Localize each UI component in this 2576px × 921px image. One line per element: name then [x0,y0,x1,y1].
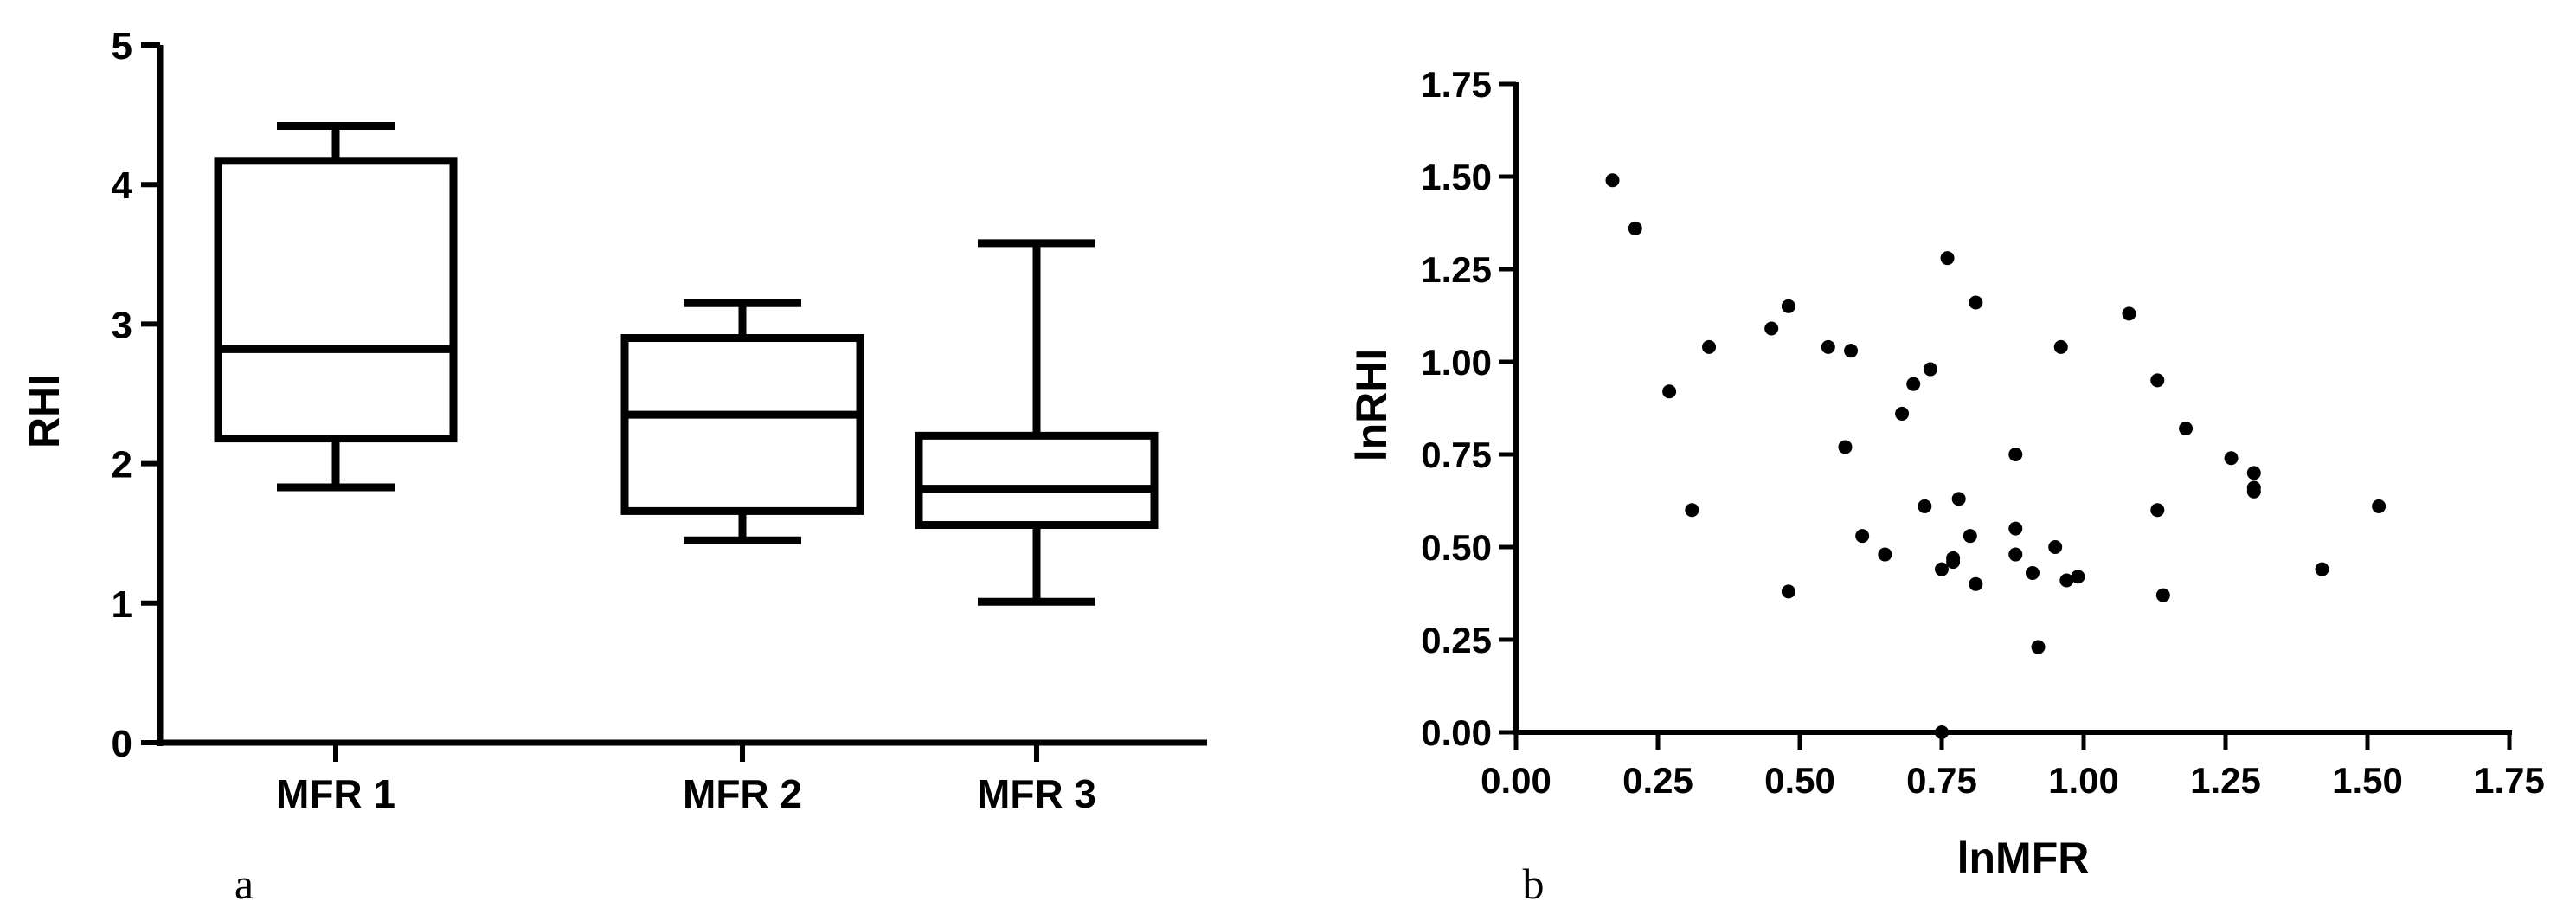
scatter-point [2246,484,2261,499]
scatter-point [1963,529,1977,544]
scatter-point [1838,440,1853,454]
scatter-point [2008,521,2023,536]
scatter-point [2372,499,2386,513]
scatter-point [1918,499,1932,513]
y-tick-label: 1.25 [1421,249,1492,290]
box-plot-panel: 0 1 2 3 4 5 MFR 1 MFR 2 MFR 3 RHI a [20,25,1207,908]
box-iqr [915,431,1159,530]
y-tick-label: 1.75 [1421,64,1492,105]
box-plot-y-axis-label: RHI [20,374,68,448]
scatter-point [2315,562,2329,576]
box-1 [214,121,458,492]
y-tick-label: 3 [112,304,132,346]
scatter-point [2031,640,2046,654]
scatter-point [1935,562,1949,576]
scatter-plot-panel: 0.00 0.25 0.50 0.75 1.00 1.25 1.50 1.75 0.00 0.2… [1347,64,2545,908]
scatter-point [1906,377,1921,391]
scatter-point [1951,492,1966,506]
scatter-point [1685,503,1699,518]
scatter-point [1946,555,1961,570]
x-tick-label: MFR 3 [977,771,1096,816]
panel-label-a: a [234,860,254,908]
box-3 [915,239,1159,606]
y-tick-label: 0.50 [1421,527,1492,568]
box-iqr [620,334,864,515]
scatter-point [1605,173,1620,188]
scatter-point [2246,466,2261,480]
scatter-point [1969,295,1983,310]
scatter-point [2071,570,2085,584]
scatter-point [1923,362,1937,377]
scatter-point [2048,540,2063,554]
scatter-point [1821,339,1835,354]
box-plot-axes [157,45,1207,746]
x-tick-label: 0.00 [1481,760,1551,801]
x-tick-label: 0.50 [1764,760,1835,801]
scatter-point [1935,725,1949,739]
x-tick-label: 0.75 [1906,760,1977,801]
scatter-plot-y-axis-label: lnRHI [1347,349,1396,462]
y-tick-label: 1 [112,583,132,626]
x-tick-label: 1.75 [2474,760,2545,801]
x-tick-label: 1.50 [2332,760,2403,801]
y-tick-label: 1.50 [1421,157,1492,197]
scatter-point [2025,565,2040,580]
scatter-point [2150,503,2165,518]
scatter-point [1702,339,1717,354]
box-plot-y-ticks: 0 1 2 3 4 5 [112,25,160,765]
scatter-point [2008,448,2023,461]
scatter-point [2008,547,2023,562]
y-tick-label: 0.25 [1421,620,1492,660]
y-tick-label: 4 [112,164,133,207]
scatter-point [1781,584,1795,599]
scatter-plot-axes [1513,82,2512,735]
box-plot-x-ticks: MFR 1 MFR 2 MFR 3 [276,743,1096,816]
scatter-point [1662,384,1677,399]
y-tick-label: 2 [112,444,132,486]
scatter-point [2122,306,2136,321]
scatter-point [1781,299,1795,313]
panel-label-b: b [1523,860,1545,908]
x-tick-label: 1.25 [2190,760,2261,801]
scatter-point [2059,573,2074,588]
y-tick-label: 0 [112,723,132,765]
scatter-point [2053,339,2068,354]
scatter-plot-x-ticks: 0.00 0.25 0.50 0.75 1.00 1.25 1.50 1.75 [1481,732,2545,801]
box-plot-boxes [214,121,1159,606]
scatter-point [2155,588,2170,602]
x-tick-label: MFR 2 [683,771,802,816]
scatter-point [1878,547,1892,562]
scatter-point [1764,321,1779,336]
scatter-point [1855,529,1870,544]
scatter-point [2179,422,2194,436]
scatter-point [1844,344,1859,358]
scatter-plot-points [1605,173,2386,739]
scatter-plot-x-axis-label: lnMFR [1957,834,2090,882]
scatter-plot-y-ticks: 0.00 0.25 0.50 0.75 1.00 1.25 1.50 1.75 [1421,64,1516,753]
x-tick-label: 1.00 [2048,760,2119,801]
scatter-point [1628,221,1642,235]
box-iqr [214,157,458,443]
box-2 [620,299,864,544]
scatter-point [2224,451,2239,466]
y-tick-label: 0.75 [1421,435,1492,475]
x-tick-label: 0.25 [1622,760,1693,801]
x-tick-label: MFR 1 [276,771,395,816]
y-tick-label: 1.00 [1421,342,1492,383]
scatter-point [1940,251,1955,266]
scatter-point [1969,576,1983,591]
scatter-point [2150,373,2165,388]
y-tick-label: 5 [112,25,132,68]
y-tick-label: 0.00 [1421,712,1492,753]
scatter-point [1895,406,1910,421]
